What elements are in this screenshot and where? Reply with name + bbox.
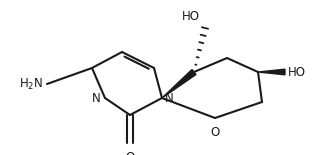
Text: HO: HO [288,66,306,78]
Text: HO: HO [182,10,200,23]
Text: H$_2$N: H$_2$N [19,76,43,92]
Text: O: O [125,151,135,155]
Text: N: N [165,93,174,106]
Text: N: N [92,93,101,106]
Text: O: O [210,126,220,139]
Polygon shape [258,69,285,75]
Polygon shape [162,69,196,98]
